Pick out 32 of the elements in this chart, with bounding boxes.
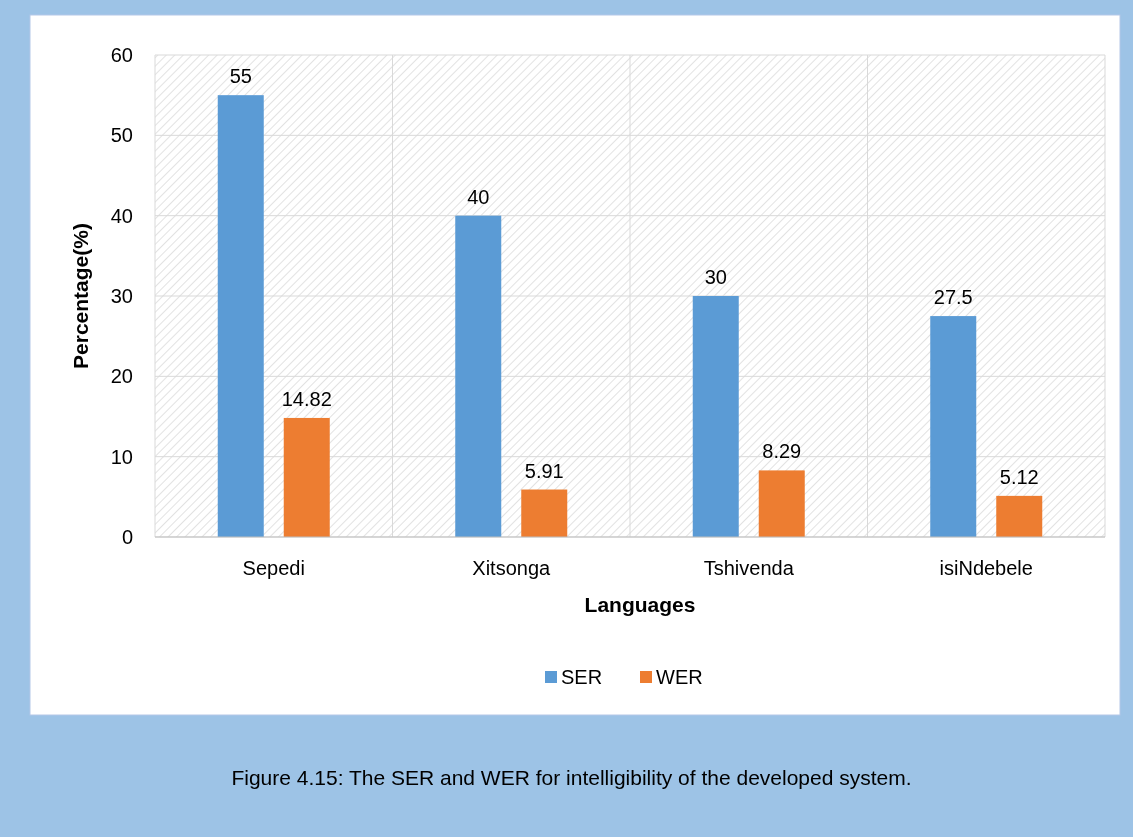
x-tick-label: Xitsonga — [472, 557, 552, 579]
y-tick-label: 30 — [110, 285, 133, 307]
y-tick-label: 0 — [121, 526, 133, 548]
data-label: 8.29 — [762, 440, 802, 463]
data-label: 27.5 — [933, 286, 973, 309]
data-label: 55 — [229, 65, 252, 88]
y-tick-label: 20 — [110, 365, 133, 388]
data-label: 5.12 — [999, 465, 1039, 488]
bar — [217, 95, 264, 537]
data-label: 14.82 — [281, 387, 332, 410]
bar — [758, 470, 805, 537]
y-tick-label: 40 — [110, 204, 133, 227]
bar — [692, 296, 739, 537]
y-tick-label: 60 — [110, 44, 133, 66]
bar — [283, 417, 330, 537]
legend-label: WER — [656, 666, 703, 688]
data-label: 5.91 — [524, 459, 564, 482]
x-tick-label: Tshivenda — [703, 557, 795, 579]
y-tick-label: 10 — [110, 445, 133, 468]
x-tick-label: Sepedi — [242, 557, 305, 579]
caption: Figure 4.15: The SER and WER for intelligibility of the developed system. — [231, 766, 912, 789]
bar — [455, 215, 502, 537]
bar — [521, 489, 568, 537]
data-label: 30 — [704, 266, 727, 288]
y-tick-label: 50 — [110, 124, 133, 147]
y-axis-title: Percentage(%) — [69, 223, 92, 369]
bar — [996, 495, 1043, 537]
data-label: 40 — [467, 185, 490, 208]
bar — [930, 316, 977, 537]
legend-label: SER — [561, 666, 603, 688]
x-axis-title: Languages — [584, 593, 696, 616]
x-tick-label: isiNdebele — [939, 557, 1033, 579]
